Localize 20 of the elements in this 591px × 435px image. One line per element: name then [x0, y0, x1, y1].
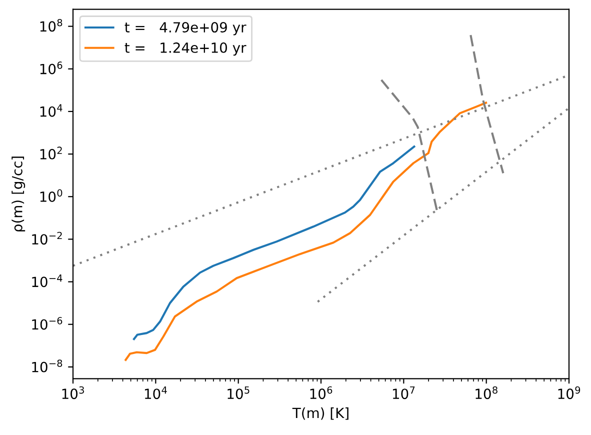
x-tick-label: 10$^{7}$ [392, 386, 415, 400]
y-tick-label: 10$^{8}$ [40, 18, 62, 32]
y-tick-label: 10$^{2}$ [40, 146, 62, 160]
y-axis-title: ρ(m) [g/cc] [12, 156, 26, 232]
x-tick-label: 10$^{5}$ [228, 386, 250, 400]
legend-label: t = 4.79e+09 yr [124, 22, 246, 36]
x-axis-title: T(m) [K] [292, 407, 348, 420]
x-tick-label: 10$^{9}$ [558, 386, 580, 400]
y-tick-label: 10$^{−6}$ [32, 316, 62, 330]
x-tick-label: 10$^{4}$ [144, 386, 167, 400]
legend-label: t = 1.24e+10 yr [124, 42, 246, 56]
y-tick-label: 10$^{0}$ [40, 189, 62, 202]
x-tick-label: 10$^{6}$ [310, 386, 332, 400]
y-tick-label: 10$^{−8}$ [32, 360, 62, 372]
y-tick-label: 10$^{−4}$ [32, 274, 62, 288]
y-tick-label: 10$^{−2}$ [32, 232, 62, 245]
x-tick-label: 10$^{3}$ [62, 386, 84, 400]
y-tick-label: 10$^{4}$ [40, 104, 62, 117]
y-tick-label: 10$^{6}$ [40, 62, 62, 74]
x-tick-label: 10$^{8}$ [476, 386, 498, 400]
